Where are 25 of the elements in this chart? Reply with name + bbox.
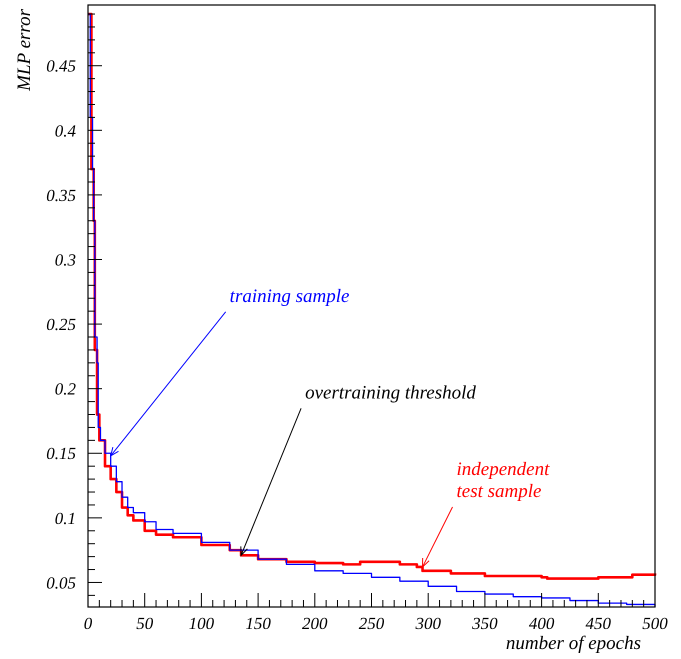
y-tick-label: 0.2	[54, 380, 76, 399]
x-tick-label: 450	[586, 614, 612, 633]
x-tick-label: 200	[302, 614, 328, 633]
y-tick-label: 0.3	[54, 250, 76, 270]
y-tick-label: 0.05	[46, 573, 76, 592]
y-tick-label: 0.45	[46, 56, 76, 76]
y-tick-label: 0.1	[54, 508, 76, 528]
x-tick-label: 0	[84, 614, 93, 633]
x-tick-label: 150	[245, 614, 272, 633]
y-tick-label: 0.25	[46, 315, 76, 334]
annotation: training sample	[230, 286, 350, 307]
x-tick-label: 400	[528, 614, 555, 633]
y-tick-label: 0.15	[46, 444, 76, 464]
x-tick-label: 500	[642, 614, 668, 633]
x-tick-label: 50	[136, 614, 154, 633]
y-tick-label: 0.35	[46, 186, 76, 205]
x-axis-title: number of epochs	[506, 633, 641, 654]
x-tick-label: 300	[414, 614, 442, 633]
x-tick-label: 100	[188, 614, 215, 633]
x-tick-label: 250	[358, 614, 385, 633]
x-tick-label: 350	[471, 614, 498, 633]
y-tick-label: 0.4	[54, 121, 76, 140]
annotation: overtraining threshold	[305, 382, 476, 404]
annotation: independent test sample	[456, 458, 550, 502]
y-axis-title: MLP error	[14, 8, 35, 92]
